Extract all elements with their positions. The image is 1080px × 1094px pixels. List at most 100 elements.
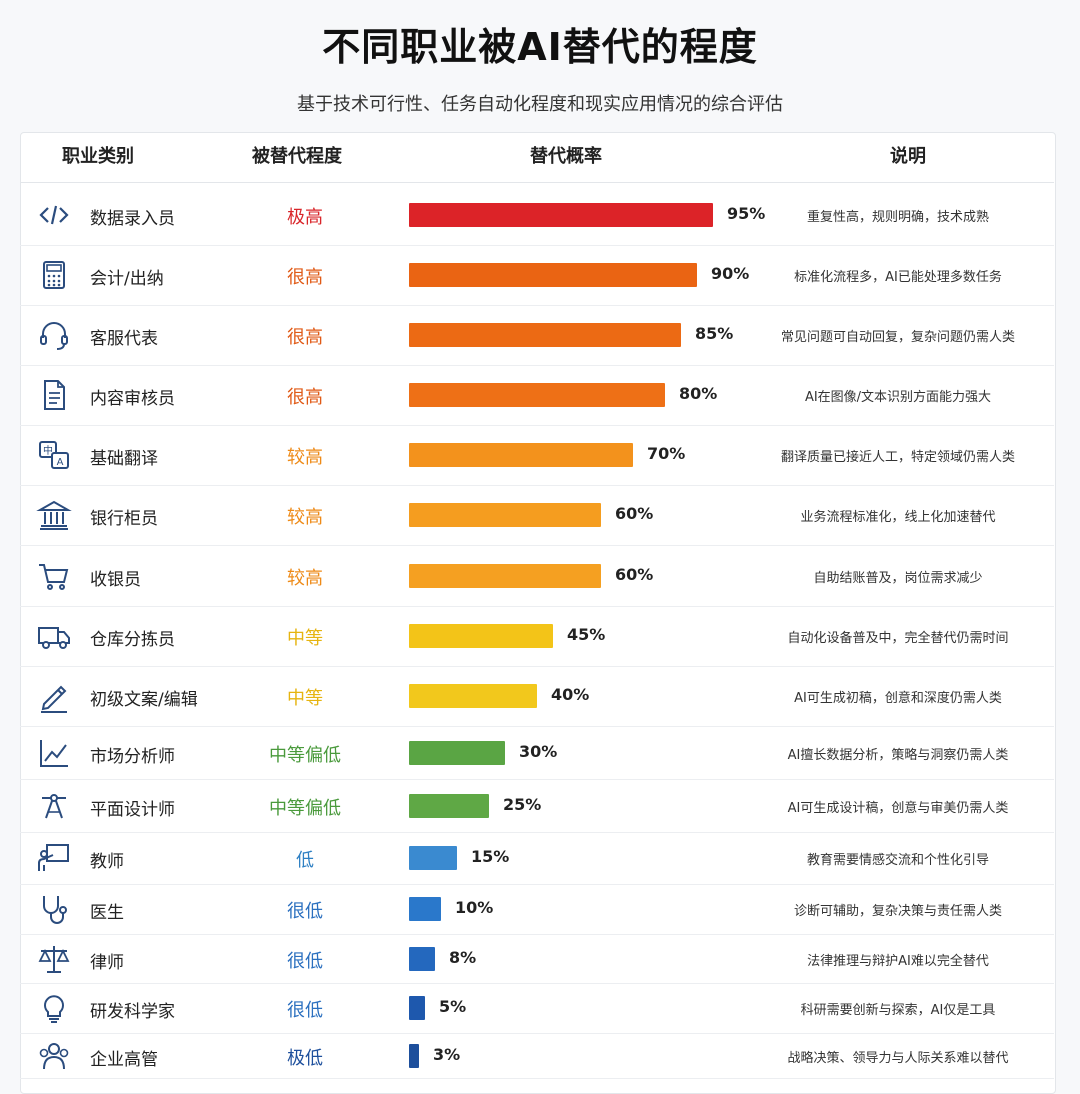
code-icon [36, 197, 72, 233]
probability-bar [409, 897, 441, 921]
probability-bar [409, 203, 713, 227]
bank-icon [36, 497, 72, 533]
table-row: 初级文案/编辑 中等 40% AI可生成初稿，创意和深度仍需人类 [20, 666, 1054, 727]
replacement-level: 很低 [287, 901, 323, 922]
probability-label: 5% [439, 997, 467, 1016]
replacement-level: 较高 [287, 568, 323, 589]
replacement-level: 中等偏低 [269, 797, 341, 819]
job-name: 平面设计师 [90, 799, 175, 820]
probability-label: 15% [471, 847, 510, 866]
job-description: 战略决策、领导力与人际关系难以替代 [787, 1050, 1009, 1066]
job-description: 自动化设备普及中，完全替代仍需时间 [787, 631, 1009, 646]
table-header: 职业类别 被替代程度 替代概率 说明 [20, 132, 1054, 183]
probability-label: 60% [615, 504, 654, 523]
table-row: 企业高管 极低 3% 战略决策、领导力与人际关系难以替代 [20, 1033, 1054, 1079]
job-description: AI擅长数据分析，策略与洞察仍需人类 [787, 747, 1009, 763]
job-description: AI在图像/文本识别方面能力强大 [804, 390, 992, 405]
job-description: 常见问题可自动回复，复杂问题仍需人类 [780, 330, 1015, 345]
people-icon [36, 1038, 72, 1074]
table-row: 律师 很低 8% 法律推理与辩护AI难以完全替代 [20, 934, 1054, 984]
table-row: 数据录入员 极高 95% 重复性高，规则明确，技术成熟 [20, 185, 1054, 246]
header-level: 被替代程度 [252, 146, 342, 167]
page-subtitle: 基于技术可行性、任务自动化程度和现实应用情况的综合评估 [297, 94, 783, 115]
table-row: 市场分析师 中等偏低 30% AI擅长数据分析，策略与洞察仍需人类 [20, 726, 1054, 780]
probability-label: 95% [727, 204, 766, 223]
replacement-level: 较高 [287, 447, 323, 468]
table-row: 中 A 基础翻译 较高 70% 翻译质量已接近人工，特定领域仍需人类 [20, 425, 1054, 486]
replacement-level: 中等 [287, 628, 323, 649]
job-description: 翻译质量已接近人工，特定领域仍需人类 [780, 450, 1015, 465]
job-name: 市场分析师 [90, 746, 175, 767]
probability-bar [409, 793, 489, 818]
job-name: 会计/出纳 [90, 269, 164, 289]
table-row: 医生 很低 10% 诊断可辅助，复杂决策与责任需人类 [20, 884, 1054, 935]
probability-bar [409, 564, 601, 588]
probability-label: 8% [449, 947, 477, 967]
job-name: 研发科学家 [90, 1002, 175, 1022]
job-description: 自助结账普及，岗位需求减少 [813, 571, 983, 586]
probability-bar [409, 946, 435, 971]
headset-icon [36, 317, 72, 353]
probability-bar [409, 443, 633, 467]
probability-bar [409, 1043, 419, 1068]
job-description: 重复性高，规则明确，技术成熟 [806, 210, 989, 225]
job-name: 医生 [90, 903, 124, 923]
probability-bar [409, 383, 665, 407]
probability-label: 70% [647, 444, 686, 463]
replacement-level: 较高 [287, 507, 323, 528]
probability-bar [409, 684, 537, 708]
probability-label: 80% [679, 384, 718, 403]
teacher-icon [36, 840, 72, 876]
probability-label: 30% [519, 741, 558, 761]
replacement-level: 很低 [287, 950, 323, 972]
job-description: 教育需要情感交流和个性化引导 [806, 853, 989, 868]
job-name: 数据录入员 [90, 209, 175, 229]
probability-label: 25% [503, 794, 542, 814]
replacement-level: 低 [296, 850, 314, 871]
probability-bar [409, 323, 681, 347]
probability-bar [409, 996, 425, 1020]
probability-label: 60% [615, 565, 654, 584]
probability-label: 85% [695, 324, 734, 343]
header-probability: 替代概率 [530, 146, 602, 167]
job-description: 业务流程标准化，线上化加速替代 [800, 510, 996, 525]
job-description: 法律推理与辩护AI难以完全替代 [807, 953, 989, 969]
replacement-level: 极低 [287, 1047, 323, 1069]
probability-label: 40% [551, 685, 590, 704]
job-name: 客服代表 [90, 329, 158, 349]
job-description: 诊断可辅助，复杂决策与责任需人类 [793, 904, 1002, 919]
job-name: 收银员 [90, 570, 141, 590]
job-name: 企业高管 [90, 1049, 158, 1070]
job-name: 银行柜员 [90, 509, 158, 529]
job-name: 基础翻译 [90, 449, 158, 469]
truck-icon [36, 618, 72, 654]
table-row: 会计/出纳 很高 90% 标准化流程多，AI已能处理多数任务 [20, 245, 1054, 306]
header-description: 说明 [890, 146, 926, 167]
probability-label: 10% [455, 898, 494, 917]
probability-bar [409, 263, 697, 287]
job-name: 教师 [90, 852, 124, 872]
pen-icon [36, 678, 72, 714]
probability-bar [409, 846, 457, 870]
scale-icon [36, 941, 72, 977]
probability-label: 45% [567, 625, 606, 644]
job-name: 初级文案/编辑 [90, 690, 198, 710]
replacement-level: 中等 [287, 688, 323, 709]
job-name: 内容审核员 [90, 389, 175, 409]
probability-label: 3% [433, 1044, 461, 1064]
table-row: 客服代表 很高 85% 常见问题可自动回复，复杂问题仍需人类 [20, 305, 1054, 366]
calculator-icon [36, 257, 72, 293]
table-row: 银行柜员 较高 60% 业务流程标准化，线上化加速替代 [20, 485, 1054, 546]
chart-line-icon [36, 735, 72, 771]
table-row: 教师 低 15% 教育需要情感交流和个性化引导 [20, 832, 1054, 885]
stethoscope-icon [36, 891, 72, 927]
page-title: 不同职业被AI替代的程度 [322, 25, 758, 69]
table-row: 内容审核员 很高 80% AI在图像/文本识别方面能力强大 [20, 365, 1054, 426]
replacement-level: 很高 [287, 387, 323, 408]
design-icon [36, 788, 72, 824]
svg-text:中: 中 [43, 444, 53, 457]
table-row: 平面设计师 中等偏低 25% AI可生成设计稿，创意与审美仍需人类 [20, 779, 1054, 833]
job-name: 仓库分拣员 [90, 630, 175, 650]
document-icon [36, 377, 72, 413]
